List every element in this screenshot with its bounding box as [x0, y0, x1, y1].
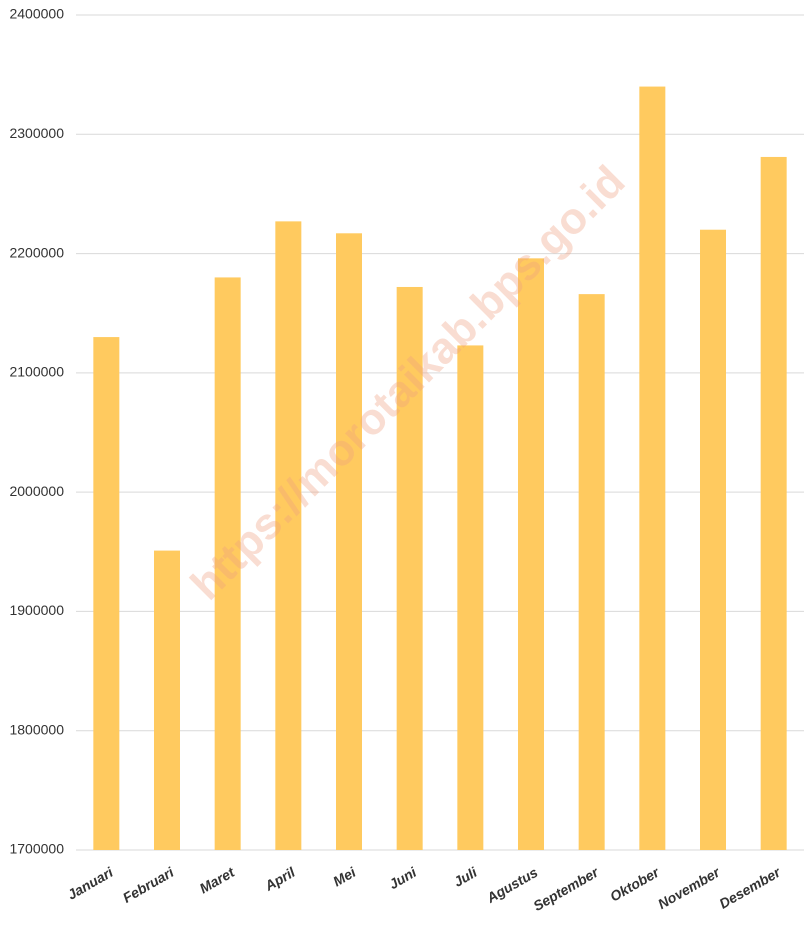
y-tick-label: 2100000 — [9, 364, 64, 380]
x-tick-label: Juni — [386, 863, 420, 892]
x-tick-label: April — [261, 863, 298, 894]
bar — [214, 277, 241, 850]
bar — [700, 229, 726, 850]
bar — [639, 86, 666, 851]
y-tick-label: 1700000 — [9, 841, 64, 857]
bar — [457, 345, 484, 850]
y-tick-label: 1900000 — [9, 602, 64, 618]
bar — [578, 294, 605, 851]
bar — [93, 337, 120, 851]
y-tick-label: 1800000 — [9, 721, 64, 737]
bar — [396, 286, 423, 850]
x-tick-label: Januari — [65, 863, 117, 902]
x-tick-label: Maret — [197, 863, 239, 896]
bar — [275, 221, 302, 851]
x-tick-label: Februari — [120, 863, 177, 905]
x-tick-label: November — [655, 863, 724, 912]
y-tick-label: 2000000 — [9, 483, 64, 499]
bar — [760, 156, 787, 850]
x-tick-label: Juli — [451, 863, 481, 889]
y-tick-label: 2400000 — [9, 6, 64, 22]
bar — [336, 233, 362, 851]
x-tick-label: September — [530, 863, 602, 914]
x-tick-label: Desember — [716, 863, 784, 911]
y-tick-label: 2300000 — [9, 125, 64, 141]
bar — [518, 258, 544, 850]
y-tick-label: 2200000 — [9, 244, 64, 260]
x-tick-label: Mei — [330, 863, 359, 889]
bar — [154, 550, 180, 850]
